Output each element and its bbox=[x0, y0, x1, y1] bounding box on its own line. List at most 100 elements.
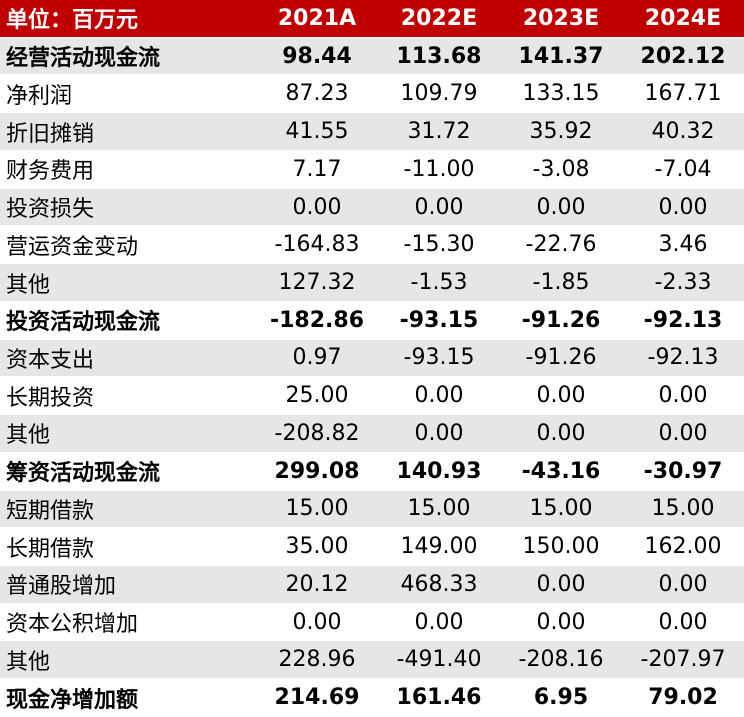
value-cell: 15.00 bbox=[651, 496, 715, 522]
value-cell: 468.33 bbox=[400, 571, 478, 597]
value-cell: 299.08 bbox=[274, 458, 360, 484]
value-cell: 0.97 bbox=[292, 345, 342, 371]
row-label: 普通股增加 bbox=[6, 574, 117, 600]
value-cell: 0.00 bbox=[536, 383, 586, 409]
table-row: 长期投资 25.00 0.00 0.00 0.00 bbox=[0, 377, 744, 416]
value-cell: 161.46 bbox=[396, 685, 482, 711]
value-cell: -22.76 bbox=[525, 232, 597, 258]
value-cell: -164.83 bbox=[274, 232, 360, 258]
value-cell: 0.00 bbox=[414, 383, 464, 409]
value-cell: 149.00 bbox=[400, 534, 478, 560]
value-cell: -92.13 bbox=[647, 345, 719, 371]
value-cell: -491.40 bbox=[396, 647, 482, 673]
table-row: 投资活动现金流 -182.86 -93.15 -91.26 -92.13 bbox=[0, 302, 744, 340]
table-row: 投资损失 0.00 0.00 0.00 0.00 bbox=[0, 188, 744, 227]
value-cell: -93.15 bbox=[399, 307, 479, 333]
value-cell: 98.44 bbox=[282, 43, 352, 69]
value-cell: 0.00 bbox=[414, 609, 464, 635]
value-cell: 133.15 bbox=[522, 81, 600, 107]
value-cell: 0.00 bbox=[292, 609, 342, 635]
value-cell: 150.00 bbox=[522, 534, 600, 560]
value-cell: 15.00 bbox=[529, 496, 593, 522]
value-cell: 35.00 bbox=[285, 534, 349, 560]
value-cell: 113.68 bbox=[396, 43, 482, 69]
value-cell: -7.04 bbox=[654, 156, 712, 182]
year-header: 2021A bbox=[277, 5, 357, 31]
table-header-row: 单位：百万元 2021A 2022E 2023E 2024E bbox=[0, 0, 744, 38]
value-cell: -2.33 bbox=[654, 270, 712, 295]
value-cell: 7.17 bbox=[292, 156, 342, 182]
value-cell: 0.00 bbox=[536, 571, 586, 597]
value-cell: -182.86 bbox=[269, 307, 365, 333]
table-row: 资本支出 0.97 -93.15 -91.26 -92.13 bbox=[0, 339, 744, 378]
row-label: 经营活动现金流 bbox=[6, 46, 161, 72]
value-cell: -43.16 bbox=[521, 458, 601, 484]
value-cell: 25.00 bbox=[285, 383, 349, 409]
table-row: 其他 228.96 -491.40 -208.16 -207.97 bbox=[0, 641, 744, 680]
unit-label: 单位：百万元 bbox=[6, 8, 139, 34]
value-cell: 15.00 bbox=[407, 496, 471, 522]
value-cell: -30.97 bbox=[643, 458, 723, 484]
value-cell: 0.00 bbox=[536, 194, 586, 220]
row-label: 筹资活动现金流 bbox=[6, 461, 161, 487]
value-cell: -91.26 bbox=[525, 345, 597, 371]
row-label: 折旧摊销 bbox=[6, 121, 95, 147]
value-cell: -3.08 bbox=[532, 156, 590, 182]
value-cell: 3.46 bbox=[658, 232, 708, 258]
value-cell: 35.92 bbox=[529, 119, 593, 145]
row-label: 其他 bbox=[6, 423, 51, 449]
row-label: 现金净增加额 bbox=[6, 687, 139, 713]
value-cell: 6.95 bbox=[533, 685, 589, 711]
table-row: 其他 127.32 -1.53 -1.85 -2.33 bbox=[0, 264, 744, 302]
value-cell: 41.55 bbox=[285, 119, 349, 145]
value-cell: -91.26 bbox=[521, 307, 601, 333]
value-cell: -93.15 bbox=[403, 345, 475, 371]
table-row: 长期借款 35.00 149.00 150.00 162.00 bbox=[0, 528, 744, 567]
row-label: 营运资金变动 bbox=[6, 234, 139, 260]
value-cell: 214.69 bbox=[274, 685, 360, 711]
row-label: 财务费用 bbox=[6, 159, 95, 185]
row-label: 资本支出 bbox=[6, 347, 95, 373]
value-cell: 0.00 bbox=[658, 194, 708, 220]
value-cell: -208.16 bbox=[518, 647, 604, 673]
value-cell: 15.00 bbox=[285, 496, 349, 522]
row-label: 其他 bbox=[6, 272, 51, 298]
value-cell: 141.37 bbox=[518, 43, 604, 69]
value-cell: -207.97 bbox=[640, 647, 726, 673]
row-label: 投资活动现金流 bbox=[6, 310, 161, 336]
value-cell: -15.30 bbox=[403, 232, 475, 258]
value-cell: 162.00 bbox=[644, 534, 722, 560]
value-cell: 167.71 bbox=[644, 81, 722, 107]
value-cell: 0.00 bbox=[414, 194, 464, 220]
value-cell: 0.00 bbox=[536, 609, 586, 635]
value-cell: 0.00 bbox=[536, 420, 586, 446]
table-row: 经营活动现金流 98.44 113.68 141.37 202.12 bbox=[0, 37, 744, 76]
value-cell: 0.00 bbox=[658, 383, 708, 409]
row-label: 资本公积增加 bbox=[6, 612, 139, 638]
table-row: 净利润 87.23 109.79 133.15 167.71 bbox=[0, 75, 744, 114]
value-cell: 228.96 bbox=[278, 647, 356, 673]
value-cell: -1.85 bbox=[532, 270, 590, 295]
table-row: 财务费用 7.17 -11.00 -3.08 -7.04 bbox=[0, 151, 744, 189]
value-cell: 40.32 bbox=[651, 119, 715, 145]
table-row: 短期借款 15.00 15.00 15.00 15.00 bbox=[0, 490, 744, 529]
value-cell: 0.00 bbox=[658, 420, 708, 446]
table-row: 其他 -208.82 0.00 0.00 0.00 bbox=[0, 415, 744, 453]
row-label: 短期借款 bbox=[6, 498, 95, 524]
row-label: 净利润 bbox=[6, 83, 73, 109]
year-header: 2023E bbox=[522, 5, 600, 31]
row-label: 长期投资 bbox=[6, 385, 95, 411]
table-row: 筹资活动现金流 299.08 140.93 -43.16 -30.97 bbox=[0, 453, 744, 491]
value-cell: 31.72 bbox=[407, 119, 471, 145]
value-cell: 0.00 bbox=[414, 420, 464, 446]
row-label: 长期借款 bbox=[6, 536, 95, 562]
value-cell: 127.32 bbox=[278, 270, 356, 295]
table-row: 现金净增加额 214.69 161.46 6.95 79.02 bbox=[0, 679, 744, 717]
row-label: 其他 bbox=[6, 649, 51, 675]
value-cell: 20.12 bbox=[285, 571, 349, 597]
table-row: 营运资金变动 -164.83 -15.30 -22.76 3.46 bbox=[0, 226, 744, 265]
table-row: 资本公积增加 0.00 0.00 0.00 0.00 bbox=[0, 604, 744, 642]
row-label: 投资损失 bbox=[6, 197, 95, 223]
table-row: 普通股增加 20.12 468.33 0.00 0.00 bbox=[0, 566, 744, 604]
